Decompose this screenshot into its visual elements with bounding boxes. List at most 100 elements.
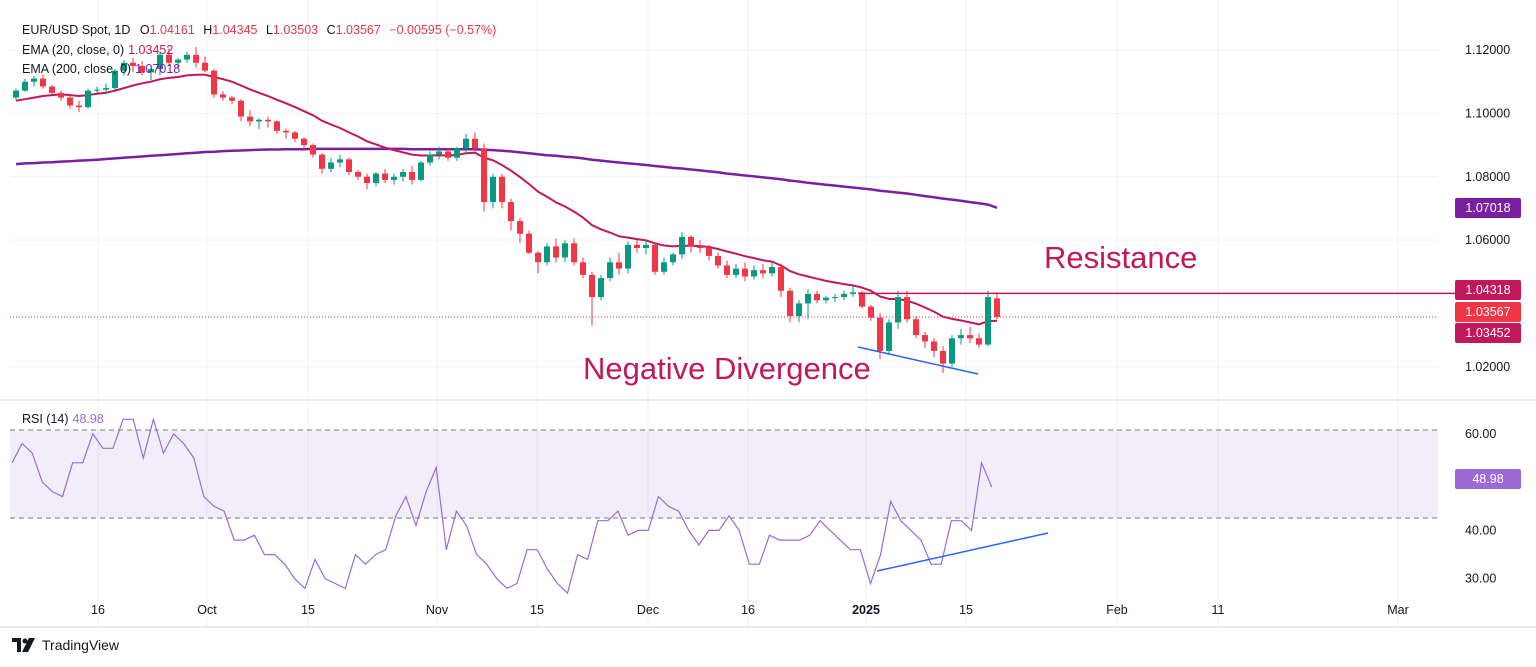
candle-down: [706, 248, 712, 256]
low-label: L: [265, 23, 273, 37]
ema200-label: EMA (200, close, 0): [22, 62, 132, 76]
close-price-tag: 1.03567: [1455, 302, 1521, 322]
time-tick-label: 16: [91, 603, 105, 617]
candle-down: [877, 317, 883, 351]
candle-down: [445, 151, 451, 158]
time-tick-label: Oct: [197, 603, 217, 617]
rsi-line: [11, 417, 993, 595]
candle-down: [634, 244, 640, 248]
candle-down: [364, 176, 370, 184]
rsi-legend[interactable]: RSI (14) 48.98: [22, 412, 104, 426]
candle-down: [238, 100, 244, 117]
candle-down: [283, 130, 289, 133]
candle-up: [148, 69, 154, 73]
candle-up: [661, 262, 667, 272]
overlays-layer: [10, 292, 1455, 375]
candle-up: [490, 176, 496, 203]
candle-down: [616, 262, 622, 269]
candle-up: [328, 162, 334, 169]
candle-down: [292, 132, 298, 139]
candle-up: [625, 244, 631, 269]
candle-down: [139, 65, 145, 73]
candle-down: [193, 54, 199, 63]
price-divergence-trendline: [857, 346, 979, 375]
ema200-legend[interactable]: EMA (200, close, 0) 1.07018: [22, 62, 180, 76]
candle-up: [679, 236, 685, 255]
candles-layer: [13, 46, 1000, 374]
rsi-label: RSI (14): [22, 412, 69, 426]
candle-down: [247, 116, 253, 122]
close-label: C: [326, 23, 336, 37]
rsi-tick-label: 30.00: [1465, 572, 1496, 586]
candle-down: [76, 105, 82, 108]
candle-down: [931, 341, 937, 351]
candle-down: [508, 202, 514, 222]
ema20-line: [15, 73, 998, 326]
candle-down: [580, 262, 586, 275]
candle-down: [922, 335, 928, 342]
candle-down: [904, 297, 910, 320]
candle-down: [409, 172, 415, 180]
candle-up: [769, 267, 775, 274]
ema200-value: 1.07018: [135, 62, 181, 76]
candle-up: [418, 162, 424, 180]
candle-up: [427, 154, 433, 163]
candle-up: [157, 54, 163, 70]
candle-up: [103, 88, 109, 90]
candle-down: [967, 335, 973, 339]
rsi-tick-label: 60.00: [1465, 427, 1496, 441]
tradingview-logo-icon: [12, 638, 35, 652]
candle-down: [742, 268, 748, 277]
ema20-legend[interactable]: EMA (20, close, 0) 1.03452: [22, 43, 173, 57]
candle-down: [319, 154, 325, 169]
candle-up: [31, 78, 37, 82]
candle-down: [778, 267, 784, 291]
candle-down: [814, 293, 820, 301]
candle-up: [400, 172, 406, 177]
open-label: O: [139, 23, 150, 37]
candle-up: [463, 138, 469, 149]
candle-down: [265, 119, 271, 122]
candle-down: [220, 94, 226, 98]
candle-down: [859, 292, 865, 307]
candle-up: [895, 297, 901, 323]
tradingview-logo[interactable]: TradingView: [12, 637, 119, 653]
candle-up: [436, 151, 442, 155]
candle-down: [67, 97, 73, 106]
candle-down: [346, 159, 352, 172]
ema20-price-tag: 1.03452: [1455, 323, 1521, 343]
candle-up: [643, 244, 649, 248]
symbol-title: EUR/USD Spot, 1D: [22, 23, 131, 37]
low-value: 1.03503: [272, 23, 319, 37]
close-value: 1.03567: [335, 23, 381, 37]
high-label: H: [203, 23, 213, 37]
price-tick-label: 1.12000: [1465, 43, 1510, 57]
candle-down: [130, 62, 136, 66]
candle-up: [958, 335, 964, 339]
candle-down: [166, 54, 172, 63]
candle-up: [949, 338, 955, 364]
open-value: 1.04161: [149, 23, 195, 37]
candle-down: [202, 62, 208, 71]
candle-up: [454, 148, 460, 158]
rsi-band: [10, 430, 1438, 518]
candle-up: [22, 81, 28, 91]
candle-down: [382, 173, 388, 180]
candle-up: [121, 62, 127, 71]
time-axis: 16 Oct 15 Nov 15 Dec 16 2025 15 Feb 11 Mar: [91, 603, 1409, 617]
candle-up: [256, 119, 262, 122]
time-tick-label: 15: [530, 603, 544, 617]
time-tick-label: 2025: [852, 603, 880, 617]
candle-up: [832, 297, 838, 299]
candle-up: [751, 270, 757, 277]
ema200-layer: [15, 147, 998, 209]
time-tick-label: 16: [741, 603, 755, 617]
ema20-value: 1.03452: [128, 43, 174, 57]
time-tick-label: 15: [301, 603, 315, 617]
high-value: 1.04345: [212, 23, 258, 37]
candle-up: [850, 292, 856, 294]
time-tick-label: 15: [959, 603, 973, 617]
candle-down: [724, 265, 730, 275]
rsi-tick-label: 40.00: [1465, 523, 1496, 537]
